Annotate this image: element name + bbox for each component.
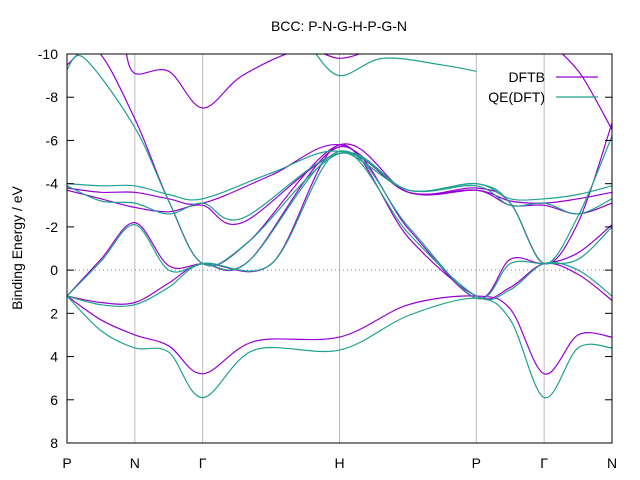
- x-tick-label: Γ: [540, 455, 548, 471]
- y-axis-label: Binding Energy / eV: [9, 185, 25, 309]
- y-tick-label: -8: [46, 89, 59, 105]
- series-layer: [67, 54, 612, 399]
- y-tick-label: -10: [38, 46, 58, 62]
- y-tick-label: 2: [50, 305, 58, 321]
- band-line: [67, 295, 612, 399]
- y-tick-label: -2: [46, 219, 59, 235]
- x-tick-label: H: [334, 455, 344, 471]
- series-qe-dft: [67, 54, 612, 399]
- band-line: [125, 54, 361, 109]
- x-tick-label: Γ: [199, 455, 207, 471]
- x-tick-label: N: [130, 455, 140, 471]
- band-line: [561, 54, 612, 130]
- y-tick-label: 6: [50, 392, 58, 408]
- band-line: [315, 54, 477, 77]
- x-tick-label: P: [62, 455, 71, 471]
- x-tick-label: P: [472, 455, 481, 471]
- legend-label: DFTB: [508, 69, 545, 85]
- y-tick-label: 8: [50, 435, 58, 451]
- chart-title: BCC: P-N-G-H-P-G-N: [271, 18, 407, 34]
- y-tick-label: -6: [46, 132, 59, 148]
- plot-frame: [66, 53, 613, 444]
- band-line: [67, 55, 612, 267]
- y-tick-label: 4: [50, 349, 58, 365]
- band-line: [67, 150, 612, 201]
- grid-lines: [66, 54, 613, 443]
- band-line: [67, 295, 612, 375]
- legend: DFTB QE(DFT): [488, 69, 598, 105]
- legend-label: QE(DFT): [488, 89, 545, 105]
- y-tick-label: -4: [46, 176, 59, 192]
- y-tick-label: 0: [50, 262, 58, 278]
- axis-ticks: P N Γ H P Γ N -10 -8 -6 -4 -2 0 2 4 6 8: [38, 46, 617, 471]
- x-tick-label: N: [607, 455, 617, 471]
